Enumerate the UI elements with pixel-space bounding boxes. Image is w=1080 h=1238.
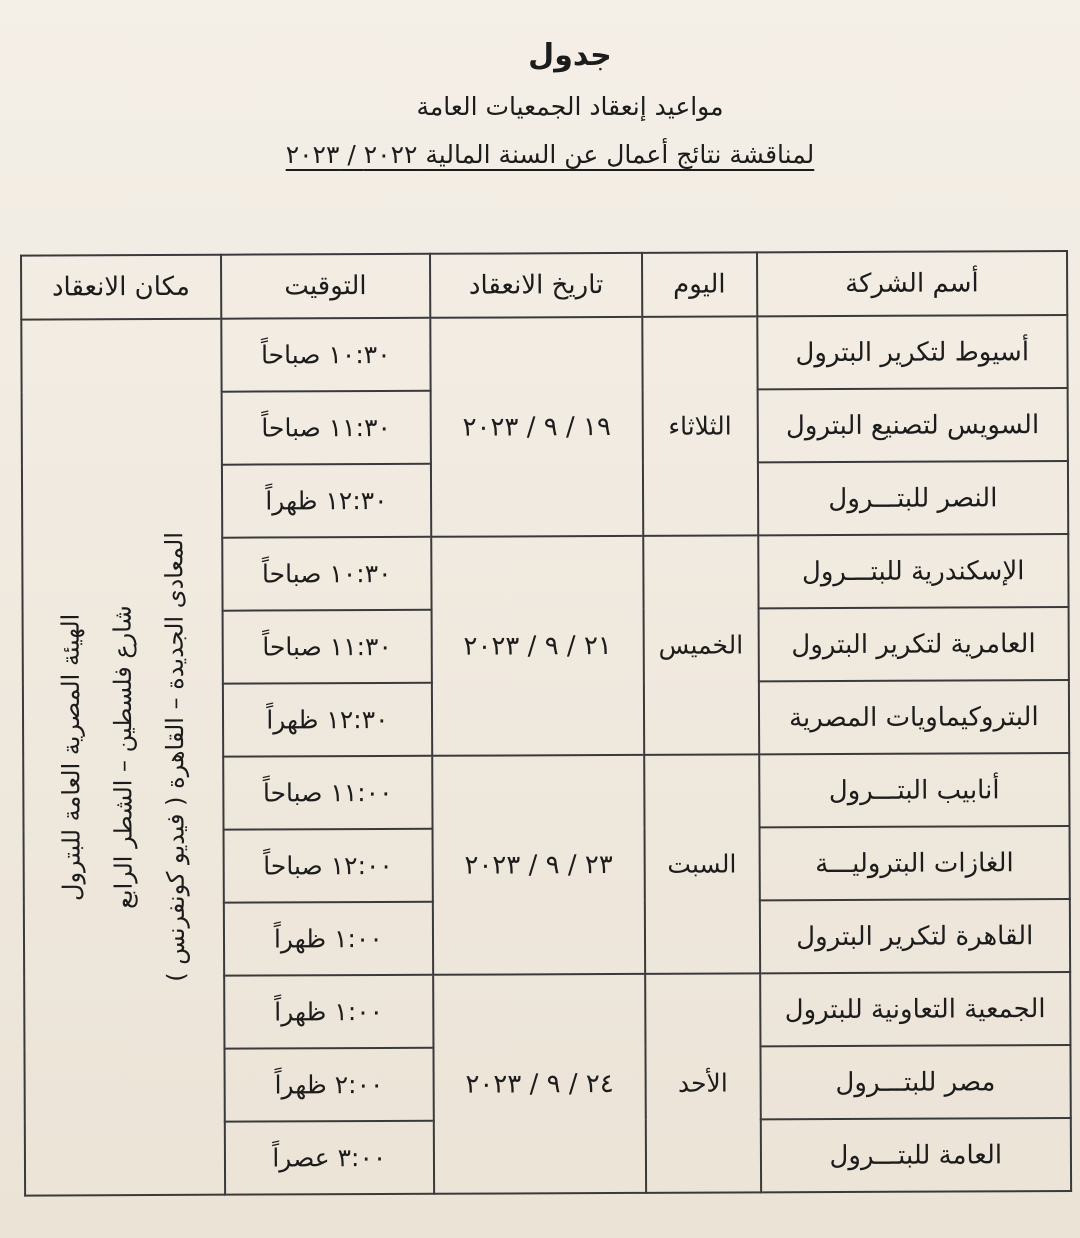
- header-time: التوقيت: [220, 253, 431, 319]
- meeting-time: ١١:٣٠ صباحاً: [222, 609, 433, 684]
- meeting-time: ١٠:٣٠ صباحاً: [221, 536, 432, 611]
- meeting-time: ١١:٣٠ صباحاً: [221, 390, 432, 465]
- document-subtitle: مواعيد إنعقاد الجمعيات العامة: [416, 92, 724, 121]
- meeting-time: ١٢:٣٠ ظهراً: [222, 682, 433, 757]
- company-name: النصر للبتـــرول: [757, 461, 1069, 536]
- location-line: المعادى الجديدة – القاهرة ( فيديو كونفرن…: [160, 531, 190, 982]
- company-name: أنابيب البتـــرول: [758, 752, 1070, 828]
- meeting-date: ٢٣ / ٩ / ٢٠٢٣: [432, 754, 645, 975]
- meeting-time: ٢:٠٠ ظهراً: [224, 1047, 434, 1122]
- meeting-time: ١١:٠٠ صباحاً: [222, 755, 433, 830]
- company-name: الجمعية التعاونية للبترول: [759, 971, 1071, 1047]
- header-date: تاريخ الانعقاد: [430, 252, 643, 318]
- company-name: السويس لتصنيع البترول: [757, 388, 1068, 463]
- meeting-time: ١٢:٠٠ صباحاً: [223, 828, 433, 903]
- location-line: شارع فلسطين – الشطر الرابع: [108, 605, 138, 909]
- header-company: أسم الشركة: [756, 251, 1068, 317]
- company-name: العامة للبتـــرول: [760, 1117, 1072, 1193]
- location-text: الهيئة المصرية العامة للبترول شارع فلسطين…: [44, 532, 202, 982]
- meeting-day: الثلاثاء: [642, 316, 758, 536]
- meeting-date: ٢١ / ٩ / ٢٠٢٣: [431, 535, 644, 756]
- location-line: الهيئة المصرية العامة للبترول: [56, 613, 86, 902]
- header-day: اليوم: [641, 252, 757, 317]
- meeting-time: ١٠:٣٠ صباحاً: [220, 317, 431, 392]
- meeting-date: ١٩ / ٩ / ٢٠٢٣: [430, 316, 644, 537]
- company-name: أسيوط لتكرير البترول: [756, 315, 1068, 390]
- meeting-day: السبت: [643, 754, 760, 974]
- table-row: أسيوط لتكرير البترول الثلاثاء ١٩ / ٩ / ٢٠٢…: [21, 315, 1068, 1196]
- company-name: القاهرة لتكرير البترول: [759, 898, 1071, 974]
- meeting-day: الأحد: [644, 973, 761, 1193]
- header-location: مكان الانعقاد: [21, 254, 221, 320]
- company-name: البتروكيماويات المصرية: [758, 680, 1070, 755]
- meeting-location: الهيئة المصرية العامة للبترول شارع فلسطين…: [21, 318, 225, 1196]
- table-header-row: أسم الشركة اليوم تاريخ الانعقاد التوقيت …: [21, 251, 1068, 320]
- meeting-date: ٢٤ / ٩ / ٢٠٢٣: [433, 973, 646, 1194]
- document-title: جدول: [528, 38, 612, 73]
- meeting-time: ١:٠٠ ظهراً: [223, 901, 434, 976]
- meeting-time: ١:٠٠ ظهراً: [223, 974, 434, 1049]
- schedule-table: أسم الشركة اليوم تاريخ الانعقاد التوقيت …: [20, 250, 1072, 1197]
- company-name: الإسكندرية للبتـــرول: [757, 534, 1069, 609]
- company-name: مصر للبتـــرول: [760, 1044, 1071, 1120]
- meeting-day: الخميس: [643, 535, 759, 755]
- company-name: العامرية لتكرير البترول: [758, 607, 1069, 682]
- document-subtitle-underlined: لمناقشة نتائج أعمال عن السنة المالية ٢٠٢…: [285, 140, 815, 169]
- meeting-time: ١٢:٣٠ ظهراً: [221, 463, 432, 538]
- company-name: الغازات البتروليـــة: [759, 825, 1070, 901]
- meeting-time: ٣:٠٠ عصراً: [224, 1120, 435, 1195]
